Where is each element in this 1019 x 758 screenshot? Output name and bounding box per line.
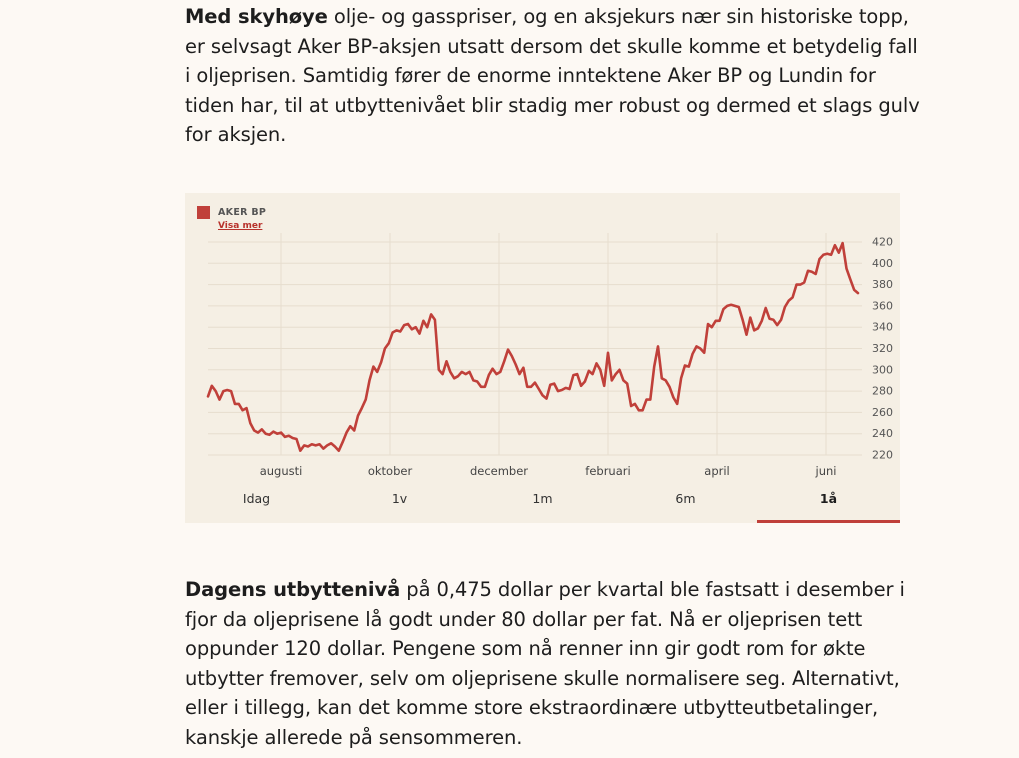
y-tick-label: 400 bbox=[872, 257, 893, 270]
y-tick-label: 420 bbox=[872, 236, 893, 249]
y-tick-label: 360 bbox=[872, 299, 893, 312]
paragraph-2-lead: Dagens utbyttenivå bbox=[185, 578, 401, 601]
y-tick-label: 340 bbox=[872, 321, 893, 334]
range-tab-4[interactable]: 1å bbox=[757, 489, 900, 523]
y-tick-label: 220 bbox=[872, 449, 893, 462]
range-tab-3[interactable]: 6m bbox=[675, 491, 696, 506]
show-more-link[interactable]: Visa mer bbox=[218, 221, 263, 231]
legend-label: AKER BP bbox=[218, 207, 267, 218]
x-tick-label: oktober bbox=[368, 464, 413, 478]
range-tabs: Idag 1v 1m 6m 1å bbox=[185, 489, 900, 523]
y-tick-label: 280 bbox=[872, 385, 893, 398]
price-chart: 220 240 260 280 300 320 340 360 380 400 420 augusti… bbox=[206, 233, 893, 478]
legend-swatch bbox=[197, 206, 210, 219]
article-paragraph-1: Med skyhøye olje- og gasspriser, og en a… bbox=[185, 2, 920, 150]
x-tick-label: augusti bbox=[260, 464, 303, 478]
paragraph-1-text: olje- og gasspriser, og en aksjekurs nær… bbox=[185, 5, 920, 147]
x-tick-label: februari bbox=[585, 464, 630, 478]
x-tick-label: december bbox=[470, 464, 528, 478]
paragraph-2-text: på 0,475 dollar per kvartal ble fastsatt… bbox=[185, 578, 905, 749]
y-tick-label: 300 bbox=[872, 363, 893, 376]
y-tick-label: 260 bbox=[872, 406, 893, 419]
range-tab-0[interactable]: Idag bbox=[242, 491, 271, 506]
series-line-aker-bp bbox=[206, 241, 860, 453]
y-tick-label: 320 bbox=[872, 342, 893, 355]
y-tick-label: 240 bbox=[872, 427, 893, 440]
x-tick-label: april bbox=[704, 464, 729, 478]
range-tab-1[interactable]: 1v bbox=[391, 491, 408, 506]
y-tick-label: 380 bbox=[872, 278, 893, 291]
stock-chart-widget: 220 240 260 280 300 320 340 360 380 400 420 augusti… bbox=[185, 193, 900, 523]
x-tick-label: juni bbox=[815, 464, 837, 478]
range-tab-2[interactable]: 1m bbox=[532, 491, 553, 506]
paragraph-1-lead: Med skyhøye bbox=[185, 5, 328, 28]
article-paragraph-2: Dagens utbyttenivå på 0,475 dollar per k… bbox=[185, 575, 920, 753]
